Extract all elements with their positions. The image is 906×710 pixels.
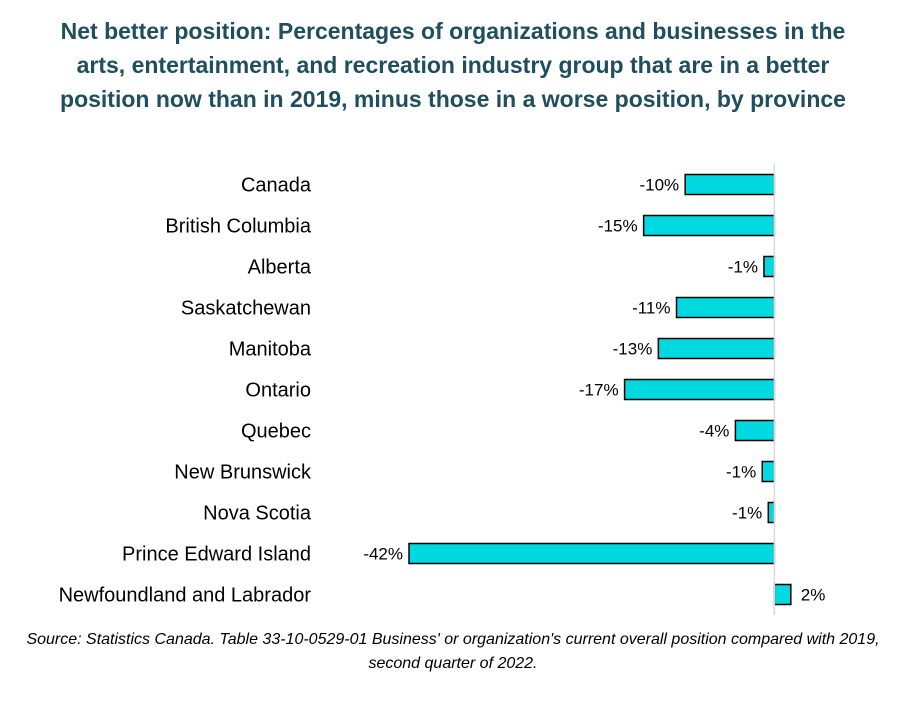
data-label-newfoundland-and-labrador: 2% — [801, 586, 826, 605]
data-label-saskatchewan: -11% — [632, 299, 670, 318]
category-label-manitoba: Manitoba — [229, 339, 312, 361]
data-label-british-columbia: -15% — [598, 217, 638, 236]
category-label-british-columbia: British Columbia — [165, 216, 311, 238]
category-label-quebec: Quebec — [241, 421, 311, 443]
source-note: Source: Statistics Canada. Table 33-10-0… — [26, 631, 880, 672]
category-label-prince-edward-island: Prince Edward Island — [122, 544, 311, 566]
bars — [408, 173, 792, 606]
data-label-nova-scotia: -1% — [732, 504, 762, 523]
bar-prince-edward-island — [408, 542, 776, 565]
data-label-alberta: -1% — [728, 258, 758, 277]
category-label-saskatchewan: Saskatchewan — [181, 298, 311, 320]
bar-alberta — [763, 255, 776, 278]
category-label-alberta: Alberta — [248, 257, 312, 279]
category-label-ontario: Ontario — [245, 380, 311, 402]
bar-manitoba — [657, 337, 776, 360]
bar-canada — [684, 173, 776, 196]
bar-british-columbia — [642, 214, 776, 237]
bar-newfoundland-and-labrador — [773, 583, 792, 606]
bar-new-brunswick — [761, 460, 776, 483]
category-label-newfoundland-and-labrador: Newfoundland and Labrador — [59, 585, 312, 607]
data-label-manitoba: -13% — [613, 340, 653, 359]
data-label-new-brunswick: -1% — [726, 463, 756, 482]
data-label-ontario: -17% — [579, 381, 619, 400]
category-labels: Canada British Columbia Alberta Saskatchewa… — [59, 175, 312, 607]
chart-title: Net better position: Percentages of orga… — [60, 18, 846, 112]
data-label-canada: -10% — [639, 176, 679, 195]
category-label-nova-scotia: Nova Scotia — [203, 503, 312, 525]
bar-nova-scotia — [767, 501, 776, 524]
data-label-prince-edward-island: -42% — [363, 545, 403, 564]
category-label-new-brunswick: New Brunswick — [174, 462, 312, 484]
bar-quebec — [734, 419, 776, 442]
bar-ontario — [623, 378, 776, 401]
data-labels: -10% -15% -1% -11% -13% -17% -4% -1% -1% -42% 2% — [363, 176, 825, 605]
category-label-canada: Canada — [241, 175, 312, 197]
bar-saskatchewan — [675, 296, 776, 319]
data-label-quebec: -4% — [699, 422, 729, 441]
